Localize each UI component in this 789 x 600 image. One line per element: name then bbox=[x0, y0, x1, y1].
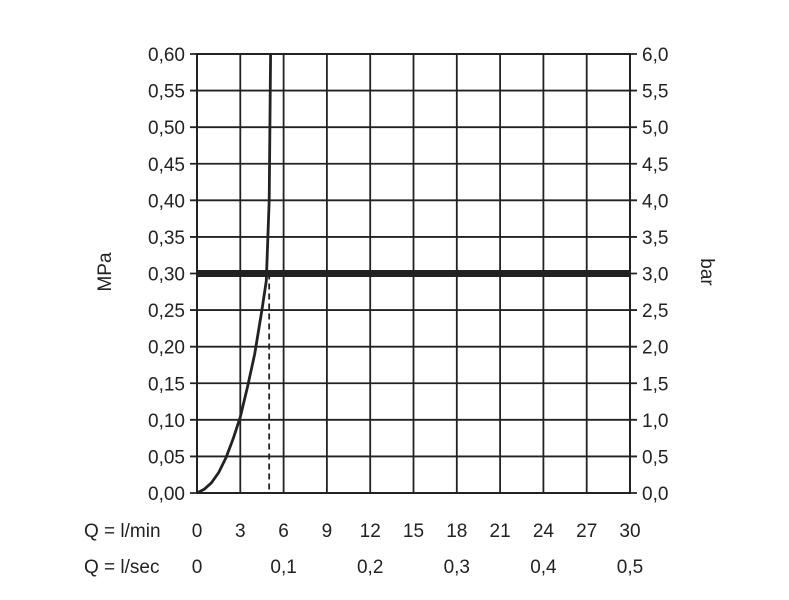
y-tick-label-mpa: 0,25 bbox=[148, 301, 185, 322]
x-row-label-lsec: Q = l/sec bbox=[84, 557, 160, 578]
y-tick-label-mpa: 0,10 bbox=[148, 411, 185, 432]
x-tick-label-lmin: 12 bbox=[360, 521, 381, 542]
series-line bbox=[196, 53, 272, 495]
x-tick-label-lsec: 0,3 bbox=[444, 557, 470, 578]
y-tick-label-mpa: 0,20 bbox=[148, 338, 185, 359]
x-tick-label-lsec: 0,5 bbox=[617, 557, 643, 578]
x-row-label-lmin: Q = l/min bbox=[84, 521, 161, 542]
y-tick-label-bar: 1,5 bbox=[642, 374, 668, 395]
curve-layer bbox=[196, 53, 272, 495]
y-tick-label-bar: 0,0 bbox=[642, 484, 668, 505]
x-tick-label-lsec: 0,2 bbox=[357, 557, 383, 578]
y-tick-label-bar: 4,0 bbox=[642, 191, 668, 212]
y-ticks-bar: 0,0 0,5 1,0 1,5 2,0 2,5 3,0 3,5 4,0 4,5 5,0 5,5 6,0 bbox=[642, 45, 668, 505]
y-tick-label-bar: 3,0 bbox=[642, 265, 668, 286]
y-tick-label-bar: 3,5 bbox=[642, 228, 668, 249]
y-tick-label-mpa: 0,05 bbox=[148, 447, 185, 468]
reference-lines bbox=[197, 270, 630, 493]
y-tick-label-bar: 0,5 bbox=[642, 447, 668, 468]
y-axis-label-left: MPa bbox=[95, 252, 116, 292]
y-tick-label-bar: 6,0 bbox=[642, 45, 668, 66]
x-tick-label-lmin: 6 bbox=[278, 521, 289, 542]
y-tick-label-mpa: 0,35 bbox=[148, 228, 185, 249]
x-tick-label-lsec: 0 bbox=[192, 557, 203, 578]
y-tick-label-bar: 2,0 bbox=[642, 338, 668, 359]
y-tick-label-mpa: 0,45 bbox=[148, 155, 185, 176]
y-tick-label-mpa: 0,40 bbox=[148, 191, 185, 212]
y-tick-label-mpa: 0,00 bbox=[148, 484, 185, 505]
y-tick-label-mpa: 0,15 bbox=[148, 374, 185, 395]
x-ticks-lmin: 0 3 6 9 12 15 18 21 24 27 30 bbox=[192, 521, 641, 542]
x-tick-label-lmin: 30 bbox=[619, 521, 640, 542]
x-tick-label-lmin: 3 bbox=[235, 521, 246, 542]
y-tick-label-mpa: 0,30 bbox=[148, 265, 185, 286]
y-tick-label-bar: 4,5 bbox=[642, 155, 668, 176]
y-tick-label-mpa: 0,50 bbox=[148, 118, 185, 139]
y-tick-label-bar: 1,0 bbox=[642, 411, 668, 432]
x-tick-label-lmin: 24 bbox=[533, 521, 555, 542]
y-tick-label-bar: 5,5 bbox=[642, 82, 668, 103]
x-tick-label-lsec: 0,4 bbox=[530, 557, 557, 578]
y-axis-label-right: bar bbox=[696, 258, 717, 286]
x-tick-label-lsec: 0,1 bbox=[270, 557, 296, 578]
x-ticks-lsec: 0 0,1 0,2 0,3 0,4 0,5 bbox=[192, 557, 644, 578]
x-tick-label-lmin: 18 bbox=[446, 521, 467, 542]
y-tick-label-mpa: 0,55 bbox=[148, 82, 185, 103]
y-ticks-mpa: 0,00 0,05 0,10 0,15 0,20 0,25 0,30 0,35 0,40 0,45… bbox=[148, 45, 185, 505]
y-tick-label-bar: 5,0 bbox=[642, 118, 668, 139]
x-tick-label-lmin: 9 bbox=[322, 521, 333, 542]
x-tick-label-lmin: 15 bbox=[403, 521, 424, 542]
y-tick-label-mpa: 0,60 bbox=[148, 45, 185, 66]
x-tick-label-lmin: 0 bbox=[192, 521, 203, 542]
y-tick-label-bar: 2,5 bbox=[642, 301, 668, 322]
x-tick-label-lmin: 21 bbox=[490, 521, 511, 542]
x-tick-label-lmin: 27 bbox=[576, 521, 597, 542]
